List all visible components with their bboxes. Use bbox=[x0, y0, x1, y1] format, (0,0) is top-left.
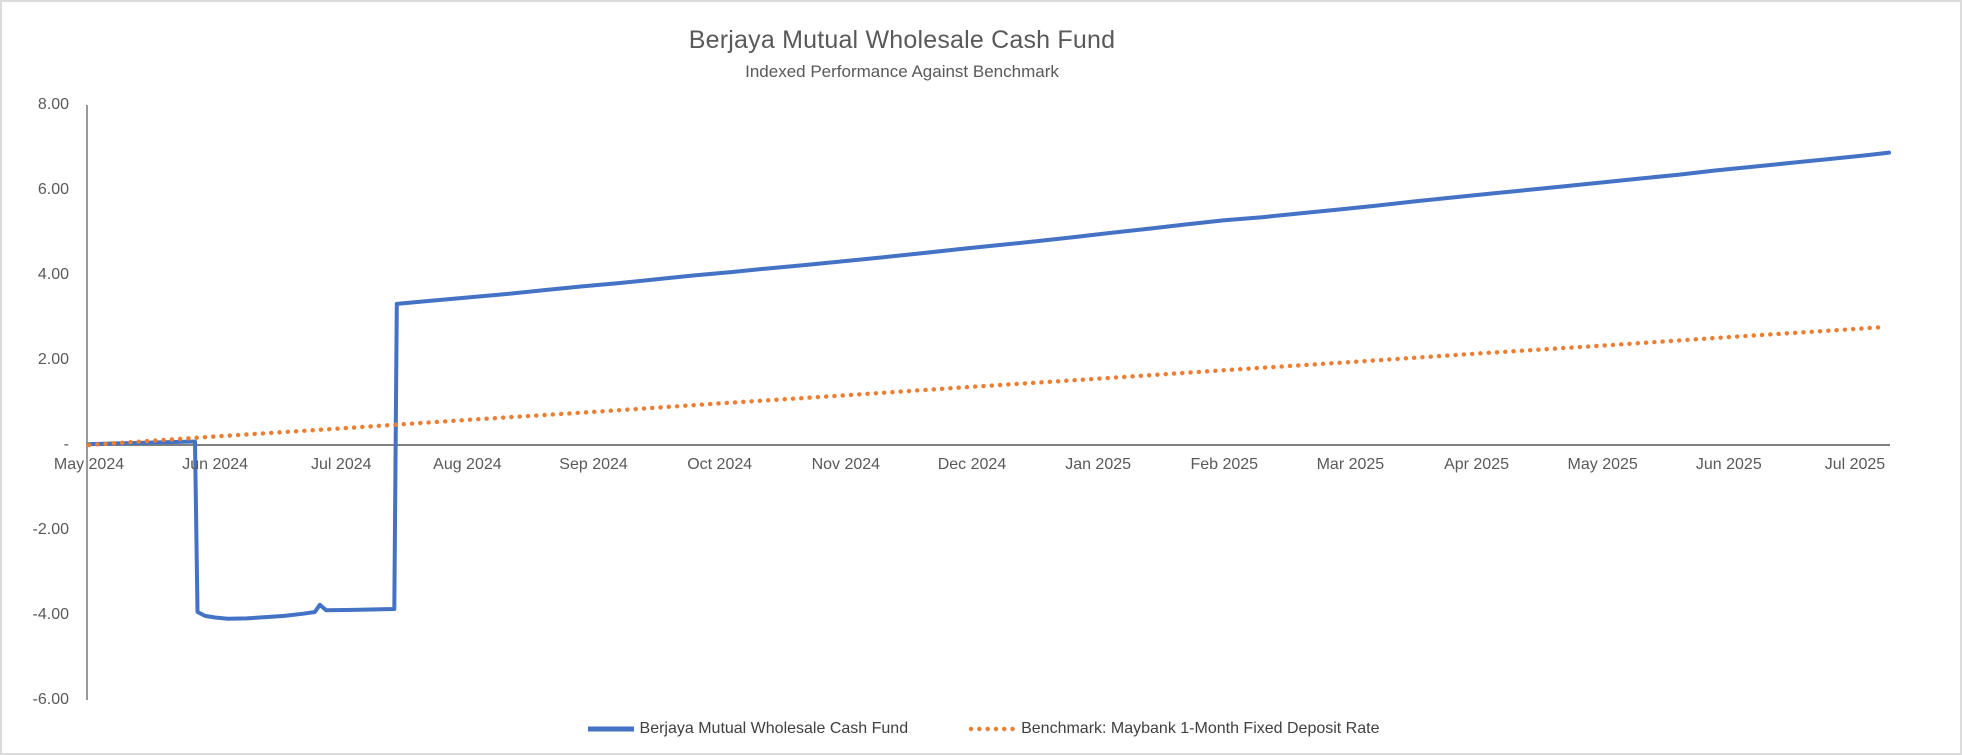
legend-item-fund: Berjaya Mutual Wholesale Cash Fund bbox=[587, 720, 909, 738]
x-tick-label-nov-2024: Nov 2024 bbox=[811, 456, 881, 473]
x-tick-label-jan-2025: Jan 2025 bbox=[1065, 456, 1132, 473]
legend-label-benchmark: Benchmark: Maybank 1-Month Fixed Deposit… bbox=[1021, 720, 1380, 737]
y-tick-label--: - bbox=[63, 436, 69, 453]
x-tick-label-jun-2025: Jun 2025 bbox=[1695, 456, 1762, 473]
legend: Berjaya Mutual Wholesale Cash Fund Bench… bbox=[2, 720, 1960, 738]
x-tick-label-apr-2025: Apr 2025 bbox=[1444, 456, 1509, 473]
y-tick-label-4_00: 4.00 bbox=[37, 266, 69, 283]
x-tick-label-may-2025: May 2025 bbox=[1567, 456, 1638, 473]
y-tick-label-6_00: 6.00 bbox=[37, 181, 69, 198]
x-tick-label-aug-2024: Aug 2024 bbox=[433, 456, 502, 473]
x-tick-label-jul-2024: Jul 2024 bbox=[311, 456, 372, 473]
x-tick-label-jul-2025: Jul 2025 bbox=[1824, 456, 1886, 473]
x-tick-label-mar-2025: Mar 2025 bbox=[1316, 456, 1385, 473]
x-tick-label-oct-2024: Oct 2024 bbox=[687, 456, 753, 473]
legend-item-benchmark: Benchmark: Maybank 1-Month Fixed Deposit… bbox=[968, 720, 1379, 738]
x-tick-label-dec-2024: Dec 2024 bbox=[937, 456, 1007, 473]
y-tick-label--2_00: -2.00 bbox=[32, 521, 69, 538]
y-tick-label--6_00: -6.00 bbox=[32, 691, 69, 708]
x-tick-label-feb-2025: Feb 2025 bbox=[1190, 456, 1259, 473]
fund-line bbox=[87, 150, 1891, 621]
x-tick-label-sep-2024: Sep 2024 bbox=[559, 456, 628, 473]
benchmark-line bbox=[86, 324, 1888, 448]
fund-legend-swatch-icon bbox=[587, 726, 634, 732]
legend-label-fund: Berjaya Mutual Wholesale Cash Fund bbox=[639, 720, 909, 737]
y-tick-label-2_00: 2.00 bbox=[37, 351, 69, 368]
benchmark-legend-swatch-icon bbox=[968, 726, 1017, 732]
x-tick-label-may-2024: May 2024 bbox=[53, 456, 125, 473]
x-tick-label-jun-2024: Jun 2024 bbox=[182, 456, 249, 473]
y-tick-label-8_00: 8.00 bbox=[37, 96, 69, 113]
y-tick-label--4_00: -4.00 bbox=[32, 606, 69, 623]
